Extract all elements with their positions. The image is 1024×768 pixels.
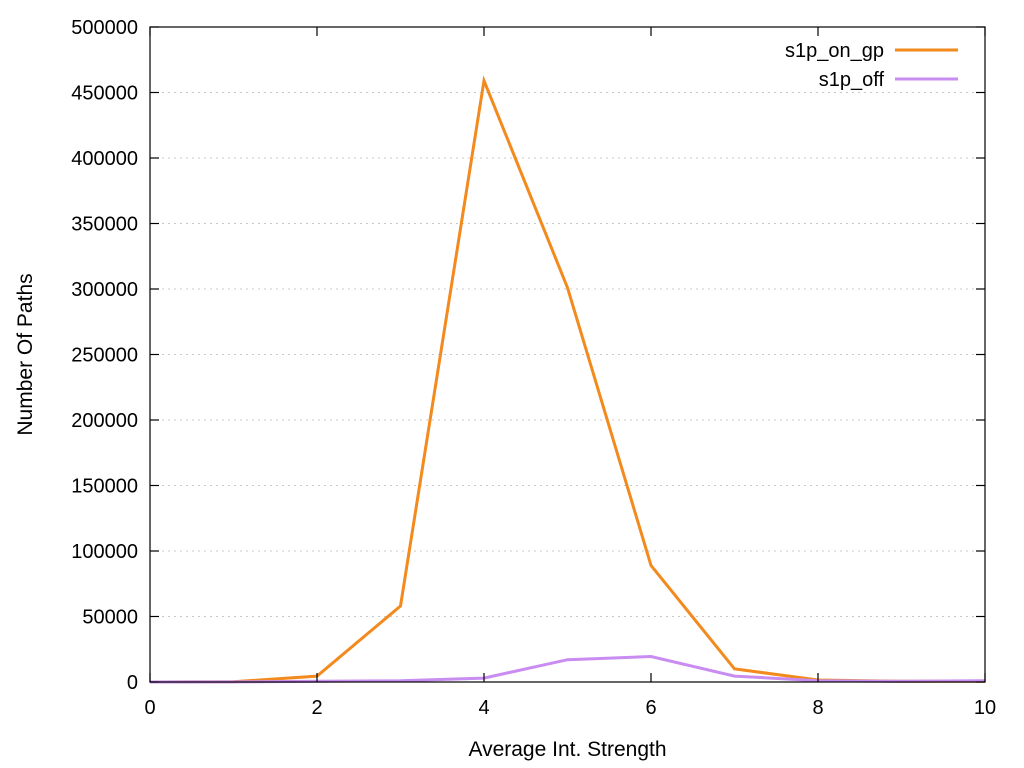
y-tick-label: 350000 [71,214,138,236]
x-tick-label: 2 [311,697,322,719]
y-axis-label: Number Of Paths [14,273,37,435]
y-tick-label: 200000 [71,410,138,432]
y-tick-label: 100000 [71,541,138,563]
y-tick-label: 50000 [82,607,138,629]
y-tick-label: 450000 [71,83,138,105]
y-tick-label: 0 [127,672,138,694]
x-tick-label: 8 [812,697,823,719]
series-line-s1p-on-gp [149,75,985,684]
y-tick-label: 300000 [71,279,138,301]
y-tick-label: 250000 [71,345,138,367]
grid-lines [150,92,985,617]
y-tick-label: 150000 [71,476,138,498]
series-lines [149,75,986,684]
x-axis-label: Average Int. Strength [468,738,666,761]
legend-label: s1p_on_gp [785,40,884,62]
y-tick-label: 400000 [71,148,138,170]
legend: s1p_on_gp s1p_off [785,40,958,91]
y-tick-label: 500000 [71,17,138,39]
x-tick-label: 4 [478,697,489,719]
legend-label: s1p_off [819,69,885,91]
x-tick-label: 0 [144,697,155,719]
x-tick-label: 10 [974,697,996,719]
x-tick-label: 6 [645,697,656,719]
axis-ticks: 0 50000 100000 150000 200000 250000 300000 3500… [71,17,996,719]
